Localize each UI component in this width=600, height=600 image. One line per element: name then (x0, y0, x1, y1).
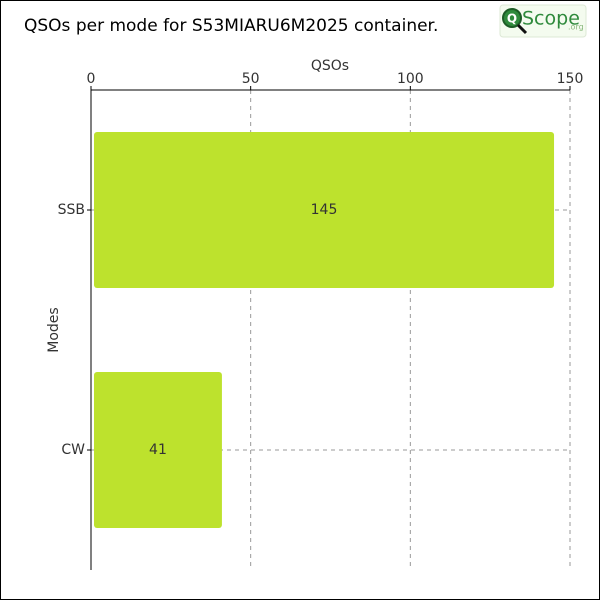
logo-lens (502, 8, 522, 28)
x-tick-label: 0 (87, 71, 96, 87)
x-tick-label: 150 (557, 71, 584, 87)
chart-title: QSOs per mode for S53MIARU6M2025 contain… (24, 16, 438, 36)
bar (94, 372, 222, 528)
logo-mark: Q (507, 12, 517, 26)
logo-suffix: .org (568, 23, 584, 32)
x-axis-label: QSOs (311, 58, 349, 74)
y-tick-label: SSB (58, 202, 85, 218)
value-label: 41 (149, 442, 167, 458)
logo-text: Scope (522, 8, 580, 30)
logo-handle (516, 23, 528, 35)
value-label: 145 (311, 202, 338, 218)
x-tick-label: 100 (397, 71, 424, 87)
x-tick-label: 50 (242, 71, 260, 87)
bar (94, 132, 555, 288)
y-tick-label: CW (61, 442, 85, 458)
logo: Q Scope .org (499, 4, 587, 38)
y-axis-label: Modes (46, 307, 62, 352)
